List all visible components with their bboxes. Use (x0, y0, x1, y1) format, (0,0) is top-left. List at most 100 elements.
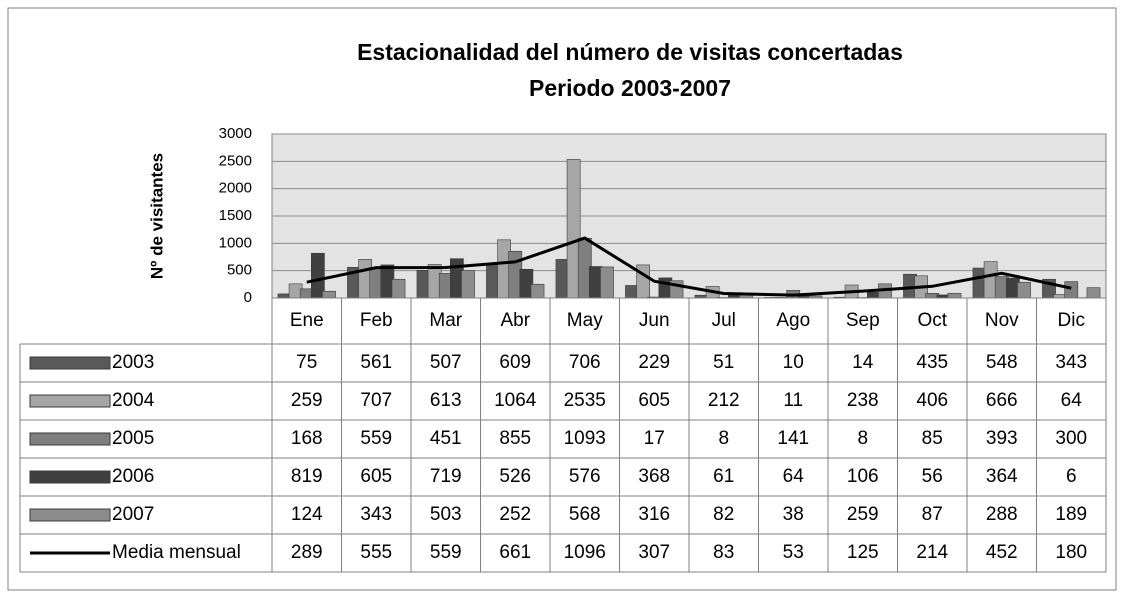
column-header: Sep (846, 310, 880, 331)
table-cell: 2535 (564, 390, 606, 411)
table-cell: 503 (430, 504, 462, 525)
column-header: Dic (1058, 310, 1085, 331)
column-header: Ago (776, 310, 810, 331)
table-cell: 124 (291, 504, 323, 525)
table-cell: 368 (638, 466, 670, 487)
table-cell: 8 (718, 428, 729, 449)
y-tick-label: 2000 (219, 180, 252, 197)
legend-swatch (29, 432, 111, 446)
legend-label: 2005 (112, 428, 154, 449)
y-tick-label: 3000 (219, 125, 252, 142)
table-cell: 343 (1055, 352, 1087, 373)
table-cell: 8 (857, 428, 868, 449)
column-header: Abr (500, 310, 530, 331)
y-tick-label: 500 (227, 262, 252, 279)
table-cell: 38 (783, 504, 804, 525)
chart-title: Estacionalidad del número de visitas con… (357, 39, 903, 65)
table-cell: 51 (713, 352, 734, 373)
table-cell: 289 (291, 542, 323, 563)
y-tick-label: 0 (244, 289, 252, 306)
table-cell: 75 (296, 352, 317, 373)
column-header: Jul (712, 310, 736, 331)
table-cell: 1096 (564, 542, 606, 563)
y-tick-label: 1000 (219, 234, 252, 251)
column-header: May (567, 310, 603, 331)
table-cell: 661 (499, 542, 531, 563)
bar (1017, 281, 1031, 299)
y-tick-label: 1500 (219, 207, 252, 224)
bar (600, 266, 614, 299)
table-cell: 706 (569, 352, 601, 373)
y-axis-label: Nº de visitantes (147, 153, 166, 279)
table-cell: 125 (847, 542, 879, 563)
bar (322, 290, 336, 299)
table-cell: 555 (360, 542, 392, 563)
table-cell: 238 (847, 390, 879, 411)
legend-swatch (29, 394, 111, 408)
column-header: Mar (429, 310, 462, 331)
column-header: Nov (985, 310, 1019, 331)
table-cell: 14 (852, 352, 874, 373)
table-cell: 56 (922, 466, 943, 487)
table-cell: 64 (1061, 390, 1083, 411)
table-cell: 576 (569, 466, 601, 487)
table-cell: 719 (430, 466, 462, 487)
line (306, 236, 1072, 297)
chart-subtitle: Periodo 2003-2007 (529, 75, 731, 101)
table-cell: 435 (916, 352, 948, 373)
table-cell: 259 (847, 504, 879, 525)
table-cell: 259 (291, 390, 323, 411)
table-cell: 393 (986, 428, 1018, 449)
legend-swatch (29, 470, 111, 484)
bar (1086, 287, 1101, 299)
table-cell: 406 (916, 390, 948, 411)
legend-label: 2003 (112, 352, 154, 373)
legend-label: 2006 (112, 466, 154, 487)
table-cell: 559 (430, 542, 462, 563)
table-cell: 609 (499, 352, 531, 373)
table-cell: 1093 (564, 428, 606, 449)
table-cell: 707 (360, 390, 392, 411)
table-cell: 288 (986, 504, 1018, 525)
table-cell: 87 (922, 504, 943, 525)
table-cell: 507 (430, 352, 462, 373)
legend-label: 2004 (112, 390, 155, 411)
legend-label: Media mensual (112, 542, 241, 563)
table-cell: 526 (499, 466, 531, 487)
table-cell: 61 (713, 466, 734, 487)
table-cell: 343 (360, 504, 392, 525)
bar (947, 292, 962, 299)
table-cell: 451 (430, 428, 462, 449)
table-cell: 364 (986, 466, 1018, 487)
table-cell: 307 (638, 542, 670, 563)
chart-frame (7, 7, 1117, 591)
table-cell: 316 (638, 504, 670, 525)
table-cell: 214 (916, 542, 948, 563)
table-cell: 11 (783, 390, 803, 411)
table-cell: 53 (783, 542, 804, 563)
table-cell: 106 (847, 466, 879, 487)
table-cell: 212 (708, 390, 740, 411)
legend-swatch (29, 508, 111, 522)
bar (530, 283, 545, 299)
table-cell: 1064 (494, 390, 537, 411)
table-cell: 548 (986, 352, 1018, 373)
table-cell: 568 (569, 504, 601, 525)
table-cell: 855 (499, 428, 531, 449)
bar (1064, 281, 1079, 299)
column-header: Jun (639, 310, 670, 331)
bar (461, 270, 475, 299)
table-cell: 605 (360, 466, 392, 487)
table-cell: 819 (291, 466, 323, 487)
table-cell: 180 (1055, 542, 1087, 563)
table-cell: 141 (777, 428, 809, 449)
table-cell: 561 (360, 352, 392, 373)
table-cell: 666 (986, 390, 1018, 411)
column-header: Oct (917, 310, 947, 331)
table-cell: 64 (783, 466, 805, 487)
column-header: Ene (290, 310, 324, 331)
table-cell: 168 (291, 428, 323, 449)
legend-swatch (29, 356, 111, 370)
column-header: Feb (360, 310, 393, 331)
